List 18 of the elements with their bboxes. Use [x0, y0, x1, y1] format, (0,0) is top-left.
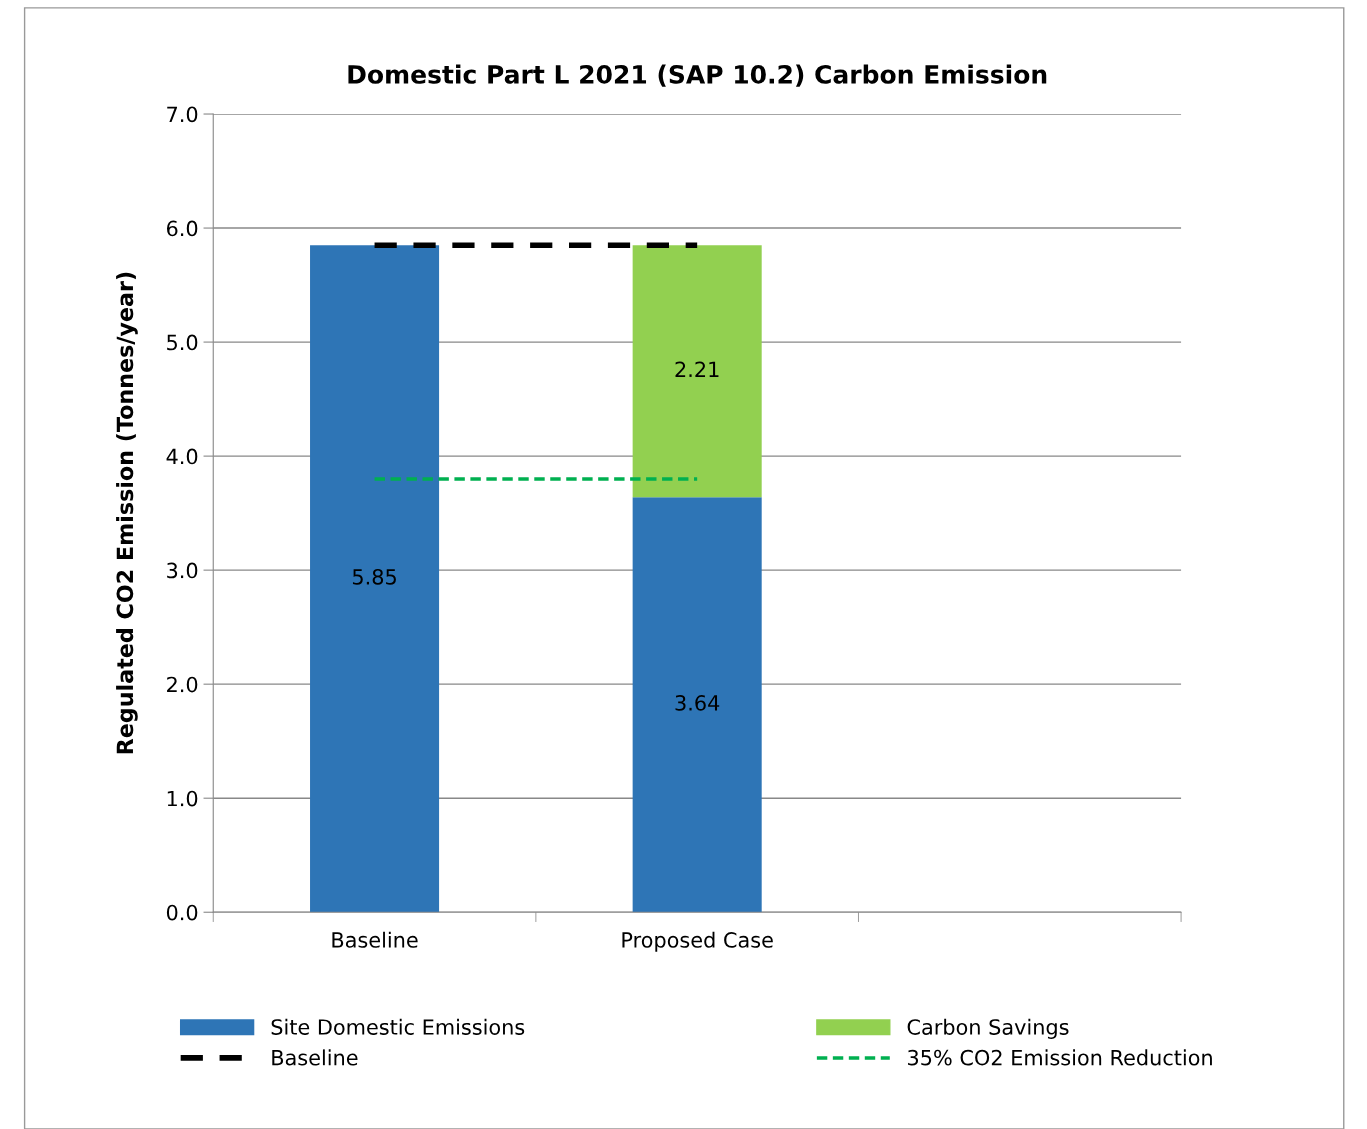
legend-label: 35% CO2 Emission Reduction	[908, 1049, 1212, 1066]
data-label: 3.64	[675, 694, 720, 711]
x-tick-label: Proposed Case	[622, 931, 773, 952]
legend-label: Site Domestic Emissions	[271, 1018, 525, 1035]
y-axis-title: Regulated CO2 Emission (Tonnes/year)	[116, 272, 138, 754]
data-label: 2.21	[675, 361, 719, 377]
chart-title: Domestic Part L 2021 (SAP 10.2) Carbon Emission	[348, 64, 1047, 87]
y-tick-label: 4.0	[166, 448, 198, 465]
y-tick-label: 6.0	[166, 220, 198, 237]
y-tick-label: 2.0	[167, 676, 198, 693]
y-tick-label: 1.0	[167, 790, 198, 807]
data-label: 5.85	[352, 568, 396, 585]
legend-label: Carbon Savings	[907, 1018, 1069, 1039]
y-tick-label: 3.0	[167, 562, 198, 579]
y-tick-label: 7.0	[167, 106, 198, 123]
legend-label: Baseline	[272, 1049, 358, 1066]
y-tick-label: 0.0	[166, 904, 198, 921]
y-tick-label: 5.0	[167, 334, 198, 351]
